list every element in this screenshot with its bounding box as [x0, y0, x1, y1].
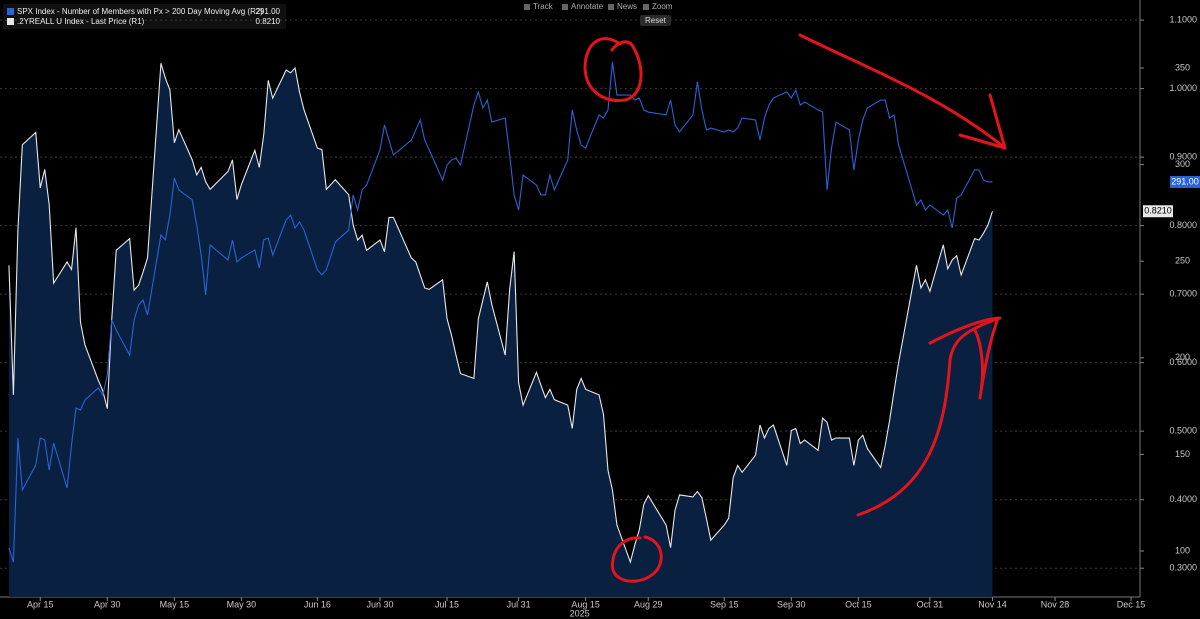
x-tick-label: Jun 30: [366, 599, 393, 609]
x-tick-label: Dec 15: [1117, 599, 1146, 609]
y2-tick-label: 100: [1175, 545, 1190, 555]
x-tick-label: Oct 15: [845, 599, 872, 609]
y-tick-label: 0.8000: [1169, 220, 1197, 230]
x-tick-label: May 15: [160, 599, 190, 609]
x-tick-label: Oct 31: [917, 599, 944, 609]
x-tick-label: Nov 28: [1041, 599, 1070, 609]
toolbar-label[interactable]: News: [617, 2, 638, 11]
area: [8, 63, 993, 598]
y-tick-label: 1.0000: [1169, 83, 1197, 93]
legend-label: .2YREALL U Index - Last Price (R1): [17, 17, 145, 26]
y2-tick-label: 150: [1175, 449, 1190, 459]
y-tick-label: 0.6000: [1169, 357, 1197, 367]
y2-tick-label: 300: [1175, 159, 1190, 169]
legend-label: SPX Index - Number of Members with Px > …: [17, 7, 263, 16]
y-tick-label: 0.9000: [1169, 151, 1197, 161]
x-tick-label: Aug 29: [634, 599, 663, 609]
toolbar-label[interactable]: Annotate: [571, 2, 604, 11]
toolbar-item[interactable]: Zoom: [643, 2, 672, 11]
x-year-label: 2025: [570, 608, 590, 618]
line: [8, 63, 993, 564]
legend-box: [3, 4, 286, 29]
y-tick-label: 0.5000: [1169, 426, 1197, 436]
y-tick-label: 0.4000: [1169, 494, 1197, 504]
x-tick-label: Jul 15: [435, 599, 459, 609]
toolbar-label[interactable]: Zoom: [652, 2, 673, 11]
toolbar-item[interactable]: Annotate: [562, 2, 603, 11]
toolbar-item[interactable]: News: [608, 2, 637, 11]
x-tick-label: Aug 15: [571, 599, 600, 609]
y-tick-label: 1.1000: [1169, 14, 1197, 24]
x-tick-label: Sep 30: [777, 599, 806, 609]
last-value-label: 291.00: [1171, 176, 1199, 186]
y2-tick-label: 350: [1175, 62, 1190, 72]
last-value-tag: [1143, 205, 1173, 218]
y2-tick-label: 200: [1175, 352, 1190, 362]
reset-button[interactable]: Reset: [640, 15, 671, 26]
x-tick-label: Sep 15: [710, 599, 739, 609]
legend-value: 0.8210: [256, 17, 281, 26]
toolbar-item[interactable]: Track: [524, 2, 553, 11]
y-tick-label: 0.3000: [1169, 563, 1197, 573]
toolbar-label[interactable]: Track: [533, 2, 553, 11]
legend-swatch: [7, 8, 14, 15]
x-tick-label: Apr 30: [94, 599, 121, 609]
x-tick-label: Jun 16: [304, 599, 331, 609]
y-tick-label: 0.7000: [1169, 289, 1197, 299]
legend-swatch: [7, 18, 14, 25]
last-value-label: 0.8210: [1144, 206, 1172, 216]
last-value-tag: [1170, 175, 1200, 188]
legend-value: 291.00: [256, 7, 281, 16]
x-tick-label: Nov 14: [978, 599, 1007, 609]
y2-tick-label: 250: [1175, 256, 1190, 266]
x-tick-label: Jul 31: [507, 599, 531, 609]
x-tick-label: May 30: [227, 599, 257, 609]
x-tick-label: Apr 15: [27, 599, 54, 609]
